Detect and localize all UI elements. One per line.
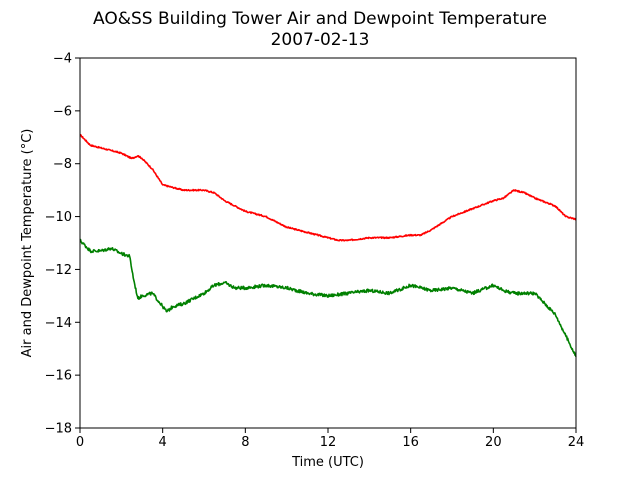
dewpoint-temperature-line bbox=[79, 238, 577, 357]
y-axis: −18 −16 −14 −12 −10 −8 −6 −4 bbox=[45, 52, 80, 437]
x-tick-label: 0 bbox=[76, 435, 84, 450]
y-tick-label: −16 bbox=[45, 369, 72, 384]
series-layer bbox=[79, 133, 577, 357]
y-tick-label: −4 bbox=[53, 52, 72, 67]
y-tick-label: −18 bbox=[45, 422, 72, 437]
chart-title: AO&SS Building Tower Air and Dewpoint Te… bbox=[93, 9, 547, 29]
air-temperature-line bbox=[79, 133, 577, 242]
y-tick-label: −10 bbox=[45, 210, 72, 225]
x-tick-label: 8 bbox=[241, 435, 249, 450]
y-axis-label: Air and Dewpoint Temperature (°C) bbox=[20, 129, 35, 358]
y-tick-label: −12 bbox=[45, 263, 72, 278]
y-tick-label: −14 bbox=[45, 316, 72, 331]
x-axis-label: Time (UTC) bbox=[291, 455, 364, 470]
x-axis: 0 4 8 12 16 20 24 bbox=[76, 428, 584, 450]
x-tick-label: 24 bbox=[568, 435, 585, 450]
x-tick-label: 20 bbox=[485, 435, 502, 450]
y-tick-label: −8 bbox=[53, 157, 72, 172]
x-tick-label: 16 bbox=[402, 435, 419, 450]
plot-frame bbox=[79, 57, 577, 429]
chart-subtitle: 2007-02-13 bbox=[271, 30, 370, 50]
x-tick-label: 12 bbox=[320, 435, 337, 450]
y-tick-label: −6 bbox=[53, 104, 72, 119]
x-tick-label: 4 bbox=[159, 435, 167, 450]
